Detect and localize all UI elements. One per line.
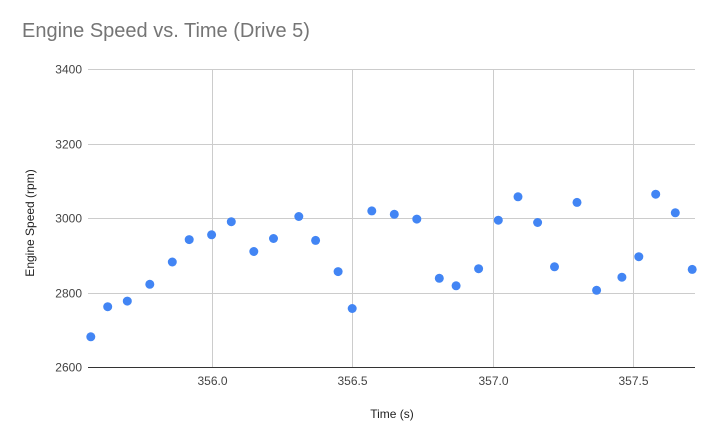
y-axis-title: Engine Speed (rpm): [23, 169, 37, 276]
data-point: [592, 285, 602, 295]
data-point: [550, 262, 559, 272]
data-point: [670, 208, 680, 218]
data-point: [347, 304, 357, 313]
data-point: [145, 279, 155, 289]
data-point: [249, 247, 259, 256]
y-tick-label: 3400: [55, 63, 82, 77]
axes: 2600 2800 3000 3200 3400 356.0 356.5 357.0 357.5: [55, 63, 695, 388]
data-point: [333, 267, 343, 277]
data-point: [493, 215, 503, 225]
y-tick-label: 2600: [55, 361, 82, 375]
data-point: [122, 296, 132, 306]
data-point: [167, 257, 177, 267]
data-point: [367, 206, 377, 216]
x-tick-label: 357.0: [478, 374, 508, 388]
x-tick-label: 356.5: [337, 374, 367, 388]
grid-lines: [88, 69, 695, 367]
data-point: [103, 302, 113, 312]
data-point: [86, 332, 96, 342]
data-point: [294, 212, 304, 221]
data-point: [572, 197, 582, 207]
data-points: [86, 189, 697, 342]
data-point: [311, 235, 321, 245]
data-point: [651, 189, 661, 199]
data-point: [533, 218, 543, 227]
chart-title: Engine Speed vs. Time (Drive 5): [22, 20, 310, 42]
data-point: [513, 192, 523, 202]
data-point: [451, 281, 461, 291]
data-point: [474, 264, 484, 274]
data-point: [687, 264, 697, 274]
data-point: [617, 272, 627, 282]
data-point: [634, 252, 644, 262]
y-tick-label: 3000: [55, 212, 82, 226]
data-point: [389, 209, 399, 219]
data-point: [184, 235, 194, 245]
data-point: [434, 273, 444, 283]
data-point: [412, 214, 422, 224]
y-tick-label: 2800: [55, 287, 82, 301]
data-point: [207, 230, 217, 240]
x-tick-label: 356.0: [197, 374, 227, 388]
data-point: [269, 234, 278, 243]
y-tick-label: 3200: [55, 138, 82, 152]
x-axis-title: Time (s): [370, 407, 414, 421]
x-tick-label: 357.5: [618, 374, 648, 388]
data-point: [226, 217, 236, 227]
